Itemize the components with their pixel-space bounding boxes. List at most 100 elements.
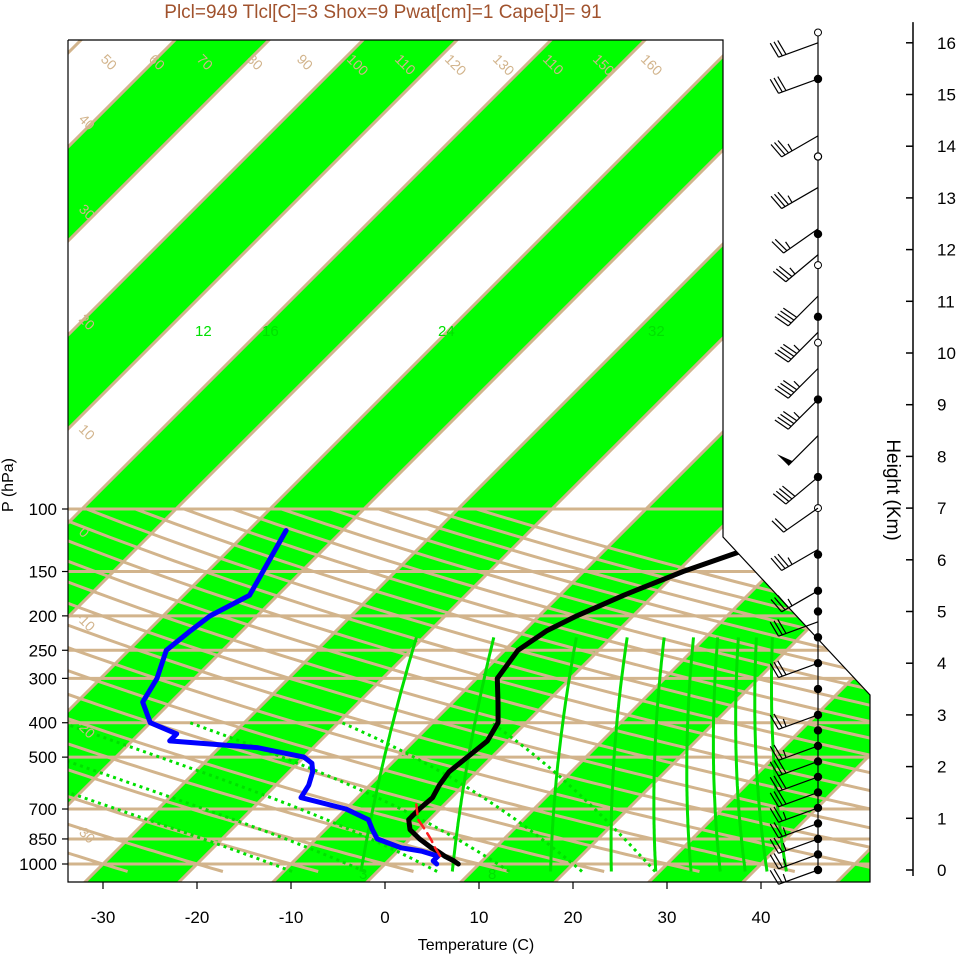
mixing-ratio-line	[753, 637, 769, 872]
height-tick-label: 10	[937, 344, 956, 363]
wind-level-dot	[813, 229, 823, 239]
dry-adiabat-line	[280, 507, 870, 873]
wind-barb	[770, 135, 819, 158]
dry-adiabat-line	[68, 507, 870, 873]
temperature-tick-label: -20	[185, 908, 210, 927]
moist-adiabat-line	[341, 721, 583, 873]
wind-barb	[770, 548, 819, 571]
wind-barb	[769, 806, 819, 823]
height-axis-label: Height (Km)	[882, 439, 903, 540]
dry-adiabat-label: 50	[98, 51, 120, 73]
isotherm-label: 30	[726, 128, 748, 150]
isotherm-line	[629, 40, 870, 882]
wind-level-open-dot	[814, 338, 822, 347]
dry-adiabat-label: 90	[294, 51, 316, 73]
dry-adiabat-line	[86, 507, 870, 873]
pressure-tick-label: 150	[29, 563, 57, 582]
isotherm-band	[443, 40, 870, 882]
mixing-ratio-line	[652, 637, 666, 872]
mixing-ratio-line	[609, 637, 629, 872]
wind-barb	[774, 368, 819, 399]
isotherm-label: 0	[723, 463, 740, 480]
isotherm-line	[159, 40, 870, 882]
y-axis-label: P (hPa)	[0, 458, 17, 512]
wind-barb	[771, 228, 819, 254]
wind-barb	[769, 76, 819, 94]
temperature-tick-label: 10	[470, 908, 489, 927]
wind-barb	[769, 619, 819, 637]
moist-adiabat-lines	[68, 721, 657, 873]
wind-barb	[769, 758, 819, 777]
wind-barb	[774, 331, 819, 363]
pressure-tick-label: 850	[29, 830, 57, 849]
height-tick-label: 16	[937, 34, 956, 53]
pressure-tick-label: 1000	[19, 855, 57, 874]
height-tick-label: 0	[937, 861, 946, 880]
pressure-tick-label: 500	[29, 748, 57, 767]
wind-barb	[769, 660, 819, 679]
wind-barb	[769, 868, 819, 885]
plot-frame	[67, 39, 871, 883]
x-axis-label: Temperature (C)	[418, 937, 534, 954]
isotherm-line	[68, 40, 291, 882]
isotherm-line	[535, 40, 870, 882]
temperature-axis: -30 -20 -10 0 10 20 30 40	[91, 882, 771, 927]
temperature-tick-label: -10	[279, 908, 304, 927]
dry-adiabat-line	[134, 507, 870, 873]
mixing-ratio-lines	[359, 636, 788, 872]
isotherm-label: -30	[73, 821, 99, 847]
mixing-ratio-line	[549, 637, 578, 872]
dry-adiabat-label: 160	[638, 51, 666, 79]
isotherm-line	[68, 40, 573, 882]
height-tick-label: 14	[937, 137, 956, 156]
wind-level-open-dot	[814, 261, 822, 270]
dry-adiabat-line	[68, 507, 870, 873]
wind-barb	[769, 837, 819, 854]
wind-barb	[774, 295, 819, 327]
moist-adiabat-line	[68, 721, 366, 873]
isotherm-label: 10	[746, 540, 768, 562]
temperature-tick-label: 40	[752, 908, 771, 927]
dry-adiabat-line	[68, 507, 319, 873]
wind-barb	[769, 713, 819, 730]
isotherm-line	[68, 40, 479, 882]
moist-adiabat-line	[490, 721, 657, 873]
wind-barb	[769, 853, 819, 870]
pressure-tick-label: 100	[29, 500, 57, 519]
mixing-ratio-line	[711, 637, 722, 872]
pressure-tick-label: 200	[29, 607, 57, 626]
mixing-ratio-line	[450, 637, 496, 872]
isotherm-line	[441, 40, 870, 882]
dry-adiabat-line	[232, 507, 870, 873]
height-tick-label: 7	[937, 499, 946, 518]
wind-barb	[769, 774, 819, 792]
dewpoint-series-line	[140, 528, 441, 867]
mixing-ratio-line	[359, 636, 418, 872]
temperature-tick-label: 30	[658, 908, 677, 927]
wind-level-dot	[813, 684, 823, 694]
temperature-tick-label: 0	[380, 908, 389, 927]
dry-adiabat-line	[68, 507, 224, 873]
height-tick-label: 12	[937, 241, 956, 260]
moist-adiabat-line	[68, 721, 438, 873]
dry-adiabat-line	[183, 507, 870, 873]
wind-barb	[769, 744, 819, 761]
wind-level-open-dot	[814, 28, 822, 37]
height-tick-label: 13	[937, 189, 956, 208]
wind-barb	[776, 435, 819, 466]
isotherm-band	[68, 40, 665, 882]
mixing-ratio-label: 24	[438, 323, 455, 340]
temperature-tick-label: 20	[564, 908, 583, 927]
wind-level-dot	[813, 633, 823, 642]
wind-barb	[769, 40, 819, 58]
isotherm-label: 10	[76, 421, 98, 443]
temperature-series-line	[406, 528, 811, 867]
wind-barb	[770, 590, 819, 613]
wind-barb	[771, 507, 819, 533]
pressure-tick-label: 250	[29, 641, 57, 660]
dry-adiabat-line	[68, 507, 870, 873]
mixing-ratio-label: 32	[648, 323, 665, 340]
